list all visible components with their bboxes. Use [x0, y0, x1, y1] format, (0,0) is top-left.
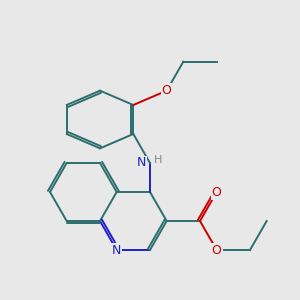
Text: N: N — [112, 244, 122, 256]
Text: N: N — [136, 157, 146, 169]
Text: H: H — [154, 155, 162, 165]
Text: O: O — [212, 185, 222, 199]
Text: O: O — [162, 84, 172, 97]
Text: O: O — [212, 244, 222, 256]
